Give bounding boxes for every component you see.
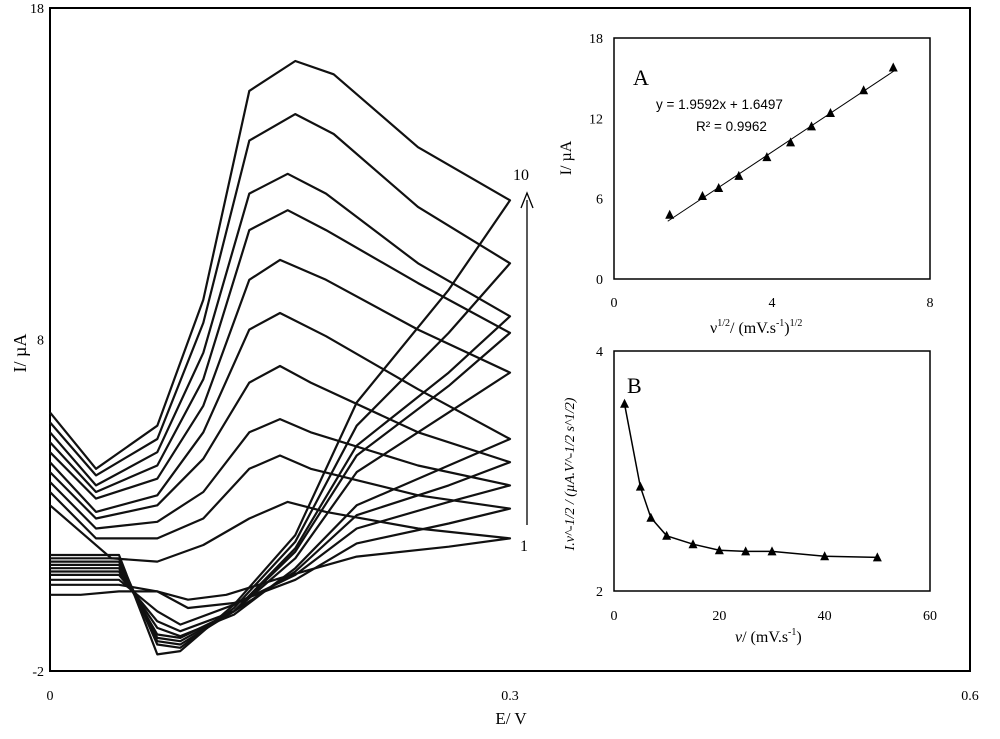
arrow-label-end: 10	[513, 167, 529, 184]
inset-a-tick-labels: 0 4 8 0 6 12 18	[589, 32, 934, 311]
cv-curve-4	[49, 364, 512, 633]
inset-a-xlabel-sup3: 1/2	[790, 318, 803, 329]
inset-b-x-tick-label: 0	[611, 609, 618, 624]
main-y-axis-label: I/ µA	[10, 334, 30, 373]
inset-b: 0 20 40 60 2 4 B v/ (mV.s-1) I.ν^-1/2 / (µA.V…	[563, 345, 937, 646]
inset-a-x-tick-label: 0	[611, 296, 618, 311]
inset-b-tick-labels: 0 20 40 60 2 4	[596, 345, 937, 624]
inset-b-data-point	[714, 545, 724, 555]
main-chart: 0 0.3 0.6 -2 8 18 E/ V I/ µA 1 10	[10, 2, 979, 728]
inset-b-xlabel-sup: -1	[788, 627, 796, 638]
inset-a-xlabel-symbol: ν	[710, 320, 717, 337]
inset-a-xlabel-unit: / (mV.s	[730, 320, 776, 337]
inset-b-y-axis-label: I.ν^-1/2 / (µA.V^-1/2 s^1/2)	[563, 397, 578, 551]
scan-rate-arrow-head	[520, 191, 534, 209]
inset-b-data-point	[767, 546, 777, 556]
inset-b-y-tick-label: 2	[596, 585, 603, 600]
inset-a-x-axis-label: ν1/2/ (mV.s-1)1/2	[710, 318, 802, 337]
inset-a-r-squared: R² = 0.9962	[696, 119, 767, 134]
inset-b-data-point	[688, 539, 698, 549]
inset-a-data-point	[714, 182, 724, 192]
inset-b-xlabel-close: )	[796, 629, 801, 646]
inset-a-frame	[613, 37, 931, 280]
inset-b-data-point	[741, 546, 751, 556]
main-x-axis-label: E/ V	[495, 709, 527, 728]
inset-a-y-tick-label: 0	[596, 273, 603, 288]
cv-curve-2	[49, 454, 512, 610]
inset-a-xlabel-close: )	[784, 320, 789, 337]
inset-a-data-point	[888, 62, 898, 72]
inset-b-points	[620, 398, 882, 562]
inset-a-data-point	[807, 121, 816, 131]
inset-b-x-tick-label: 60	[923, 609, 937, 624]
inset-b-data-point	[646, 512, 656, 522]
inset-b-x-tick-label: 40	[818, 609, 832, 624]
inset-a-x-tick-label: 8	[927, 296, 934, 311]
inset-b-x-axis-label: v/ (mV.s-1)	[735, 627, 802, 646]
inset-b-data-point	[635, 481, 645, 491]
main-y-tick-label: 18	[30, 2, 44, 17]
cv-curve-3	[49, 418, 512, 626]
inset-a-data-point	[786, 137, 796, 147]
inset-a-data-point	[665, 209, 675, 219]
inset-a-panel-label: A	[633, 65, 649, 90]
inset-a-y-tick-label: 18	[589, 32, 603, 47]
main-plot-frame	[49, 7, 971, 672]
inset-b-data-point	[872, 552, 882, 562]
inset-a-data-point	[762, 152, 772, 162]
inset-a-data-point	[734, 170, 744, 180]
inset-a-y-tick-label: 6	[596, 193, 603, 208]
cv-curve-5	[49, 311, 512, 638]
inset-b-panel-label: B	[627, 373, 642, 398]
inset-a-x-tick-label: 4	[769, 296, 776, 311]
scan-rate-arrow	[520, 191, 534, 525]
inset-a-data-point	[825, 107, 835, 117]
inset-b-xlabel-unit: / (mV.s	[742, 629, 788, 646]
inset-b-data-point	[662, 530, 672, 540]
inset-b-data-point	[620, 398, 630, 408]
inset-b-line	[623, 403, 878, 559]
inset-b-x-tick-label: 20	[712, 609, 726, 624]
arrow-label-start: 1	[520, 538, 528, 555]
inset-a-y-axis-label: I/ µA	[558, 140, 575, 175]
inset-a: 0 4 8 0 6 12 18 A y = 1.9592x + 1.6497 R² = 0.…	[558, 32, 934, 337]
inset-a-data-point	[697, 190, 707, 200]
main-y-tick-label: -2	[32, 665, 44, 680]
cv-curve-9	[49, 113, 512, 649]
main-x-tick-label: 0	[47, 689, 54, 704]
inset-a-points	[665, 62, 898, 219]
inset-a-data-point	[859, 85, 869, 95]
cv-curve-10	[49, 59, 512, 656]
main-cv-curves	[49, 59, 512, 656]
main-y-tick-label: 8	[37, 334, 44, 349]
inset-b-xlabel-symbol: v	[735, 629, 743, 646]
main-x-tick-label: 0.3	[501, 689, 519, 704]
inset-a-xlabel-sup1: 1/2	[717, 318, 730, 329]
inset-a-equation: y = 1.9592x + 1.6497	[656, 97, 783, 112]
inset-a-xlabel-sup2: -1	[776, 318, 784, 329]
inset-b-data-point	[820, 551, 830, 561]
inset-a-y-tick-label: 12	[589, 112, 603, 127]
inset-b-y-tick-label: 4	[596, 345, 603, 360]
main-x-tick-label: 0.6	[961, 689, 979, 704]
inset-a-fit-line	[667, 69, 896, 222]
